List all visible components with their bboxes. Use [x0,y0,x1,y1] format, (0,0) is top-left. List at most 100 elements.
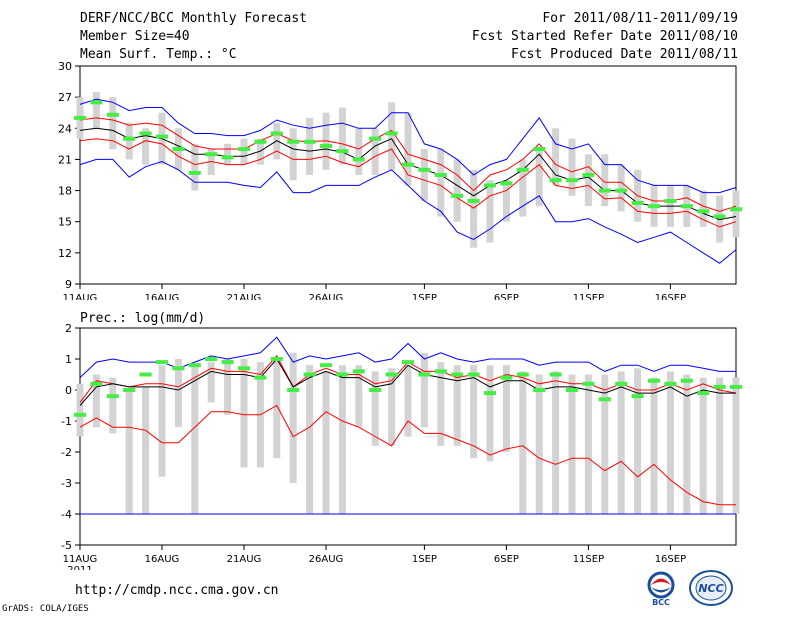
x-tick-label: 21AUG [227,293,262,300]
ensemble-box [207,362,215,403]
ensemble-box [338,365,346,514]
observed-marker [680,378,693,383]
ensemble-box [125,390,133,514]
ensemble-box [289,352,297,483]
x-tick-label: 11AUG [63,293,98,300]
y-tick-label: 24 [58,122,72,135]
observed-marker [418,167,431,172]
ensemble-box [371,128,379,175]
ensemble-box [601,154,609,207]
ensemble-box [437,149,445,217]
variable-label: Mean Surf. Temp.: °C [80,47,237,62]
x-tick-label: 26AUG [309,293,344,300]
observed-marker [254,375,267,380]
observed-marker [320,143,332,148]
series-line-ensemble-mean [79,358,736,406]
ensemble-box [355,365,363,428]
observed-marker [713,214,726,219]
observed-marker [434,173,447,177]
ensemble-box [191,143,199,191]
x-year-label: 2011 [67,565,92,570]
precipitation-chart: -5 -4 -3 -2 -1 0 1 2 11AUG 16AUG 21AUG 26AUG 1SEP 6SE… [61,322,742,570]
precipitation-title: Prec.: log(mm/d) [80,311,206,326]
observed-marker [516,372,529,377]
observed-marker [320,363,332,368]
y-tick-label: 30 [58,60,72,73]
ensemble-box [699,190,707,227]
ensemble-box [191,365,199,514]
ensemble-box [502,180,510,222]
ensemble-box [240,138,248,165]
series-line-lower-percentile [79,138,737,228]
y-tick-label: 0 [65,384,72,397]
observed-marker [74,412,86,417]
observed-marker [516,167,529,172]
ensemble-box [502,365,510,452]
observed-marker [664,198,677,203]
observed-marker [172,147,185,152]
observed-marker [631,394,644,399]
ensemble-box [388,102,396,170]
ensemble-box [437,362,445,446]
ensemble-box [716,377,724,514]
ensemble-box [519,371,527,514]
observed-marker [648,204,660,209]
ensemble-box [617,371,625,514]
observed-marker [713,384,726,389]
ensemble-box [289,128,297,181]
ensemble-box [453,159,461,222]
ensemble-box [109,97,117,150]
ensemble-box [732,377,740,514]
observed-marker [106,394,119,399]
observed-marker [500,181,513,186]
observed-marker [352,369,365,374]
observed-marker [680,204,693,209]
chart-title: DERF/NCC/BCC Monthly Forecast [80,11,307,26]
series-line-lower-spread [79,158,737,264]
ensemble-box [92,91,100,129]
x-tick-label: 6SEP [494,293,519,300]
observed-marker [697,209,710,214]
forecast-start-date: Fcst Started Refer Date 2011/08/10 [471,29,738,44]
ensemble-box [322,112,330,170]
observed-marker [467,372,480,377]
observed-marker [697,391,710,396]
observed-marker [533,388,546,392]
observed-marker [648,378,660,383]
ensemble-box [142,386,150,514]
observed-marker [90,381,103,386]
ensemble-box [371,371,379,446]
x-tick-label: 11AUG [63,554,98,565]
x-tick-label: 26AUG [309,554,344,565]
observed-marker [287,139,300,144]
y-tick-label: 9 [65,278,72,291]
ensemble-box [388,368,396,446]
observed-marker [631,201,644,206]
ensemble-box [732,190,740,238]
observed-marker [467,198,480,203]
observed-marker [402,360,414,365]
observed-marker [549,178,562,183]
forecast-produced-date: Fcst Produced Date 2011/08/11 [511,47,738,62]
observed-marker [123,388,136,392]
observed-marker [402,162,414,167]
ensemble-box [568,138,576,196]
ncc-logo: NCC [689,570,733,606]
observed-marker [205,152,218,157]
x-tick-label: 16SEP [655,554,686,565]
observed-marker [172,366,185,371]
ensemble-box [486,180,494,243]
observed-marker [238,147,250,152]
ensemble-box [76,383,84,437]
observed-marker [270,357,283,361]
observed-marker [385,131,398,136]
observed-marker [582,381,595,386]
observed-marker [385,372,398,377]
x-tick-label: 6SEP [494,554,519,565]
observed-marker [336,149,349,154]
observed-marker [566,178,578,183]
observed-marker [484,183,496,188]
ensemble-box [699,377,707,514]
ensemble-box [92,374,100,428]
member-size-label: Member Size=40 [80,29,190,44]
